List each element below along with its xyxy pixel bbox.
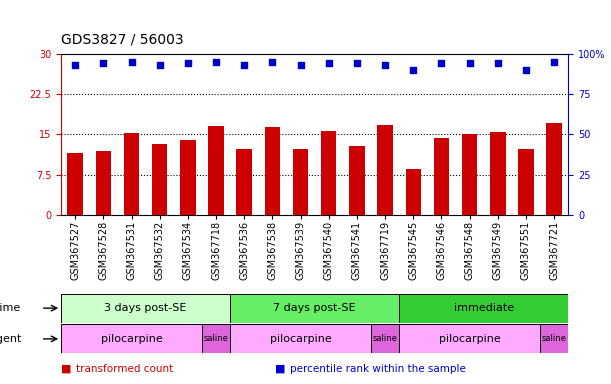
Point (352, 60, 362, 66)
Point (549, 59, 559, 65)
Point (521, 67, 531, 73)
Point (436, 60, 446, 66)
Point (408, 67, 418, 73)
Bar (518, 149, 534, 215)
Bar (202, 324, 230, 353)
Point (268, 59, 277, 65)
Text: ■: ■ (61, 364, 71, 374)
Bar (95, 151, 111, 215)
Point (240, 62, 249, 68)
Text: saline: saline (203, 334, 229, 343)
Point (126, 59, 136, 65)
Bar (399, 294, 568, 323)
Bar (61, 294, 230, 323)
Bar (124, 133, 139, 215)
Bar (293, 149, 309, 215)
Bar (230, 294, 399, 323)
Bar (399, 324, 540, 353)
Text: ■: ■ (275, 364, 285, 374)
Bar (265, 127, 280, 215)
Bar (321, 131, 337, 215)
Point (296, 62, 306, 68)
Bar (230, 324, 371, 353)
Point (465, 60, 475, 66)
Text: transformed count: transformed count (76, 364, 174, 374)
Point (98, 60, 108, 66)
Text: agent: agent (0, 334, 21, 344)
Bar (208, 126, 224, 215)
Bar (371, 324, 399, 353)
Point (70, 62, 80, 68)
Bar (546, 122, 562, 215)
Text: saline: saline (373, 334, 398, 343)
Bar (540, 324, 568, 353)
Bar (490, 132, 505, 215)
Bar (434, 137, 449, 215)
Bar (378, 125, 393, 215)
Bar (349, 146, 365, 215)
Point (211, 59, 221, 65)
Bar (462, 134, 477, 215)
Point (493, 60, 503, 66)
Bar (152, 144, 167, 215)
Bar (180, 140, 196, 215)
Text: percentile rank within the sample: percentile rank within the sample (290, 364, 466, 374)
Bar (61, 324, 202, 353)
Point (155, 62, 164, 68)
Bar (236, 149, 252, 215)
Text: pilocarpine: pilocarpine (439, 334, 500, 344)
Text: immediate: immediate (453, 303, 514, 313)
Text: 7 days post-SE: 7 days post-SE (273, 303, 356, 313)
Bar (67, 153, 83, 215)
Text: 3 days post-SE: 3 days post-SE (104, 303, 187, 313)
Point (380, 62, 390, 68)
Point (324, 60, 334, 66)
Text: GDS3827 / 56003: GDS3827 / 56003 (61, 32, 184, 46)
Text: pilocarpine: pilocarpine (269, 334, 331, 344)
Text: saline: saline (542, 334, 566, 343)
Text: pilocarpine: pilocarpine (101, 334, 163, 344)
Bar (406, 169, 421, 215)
Point (183, 60, 193, 66)
Text: time: time (0, 303, 21, 313)
